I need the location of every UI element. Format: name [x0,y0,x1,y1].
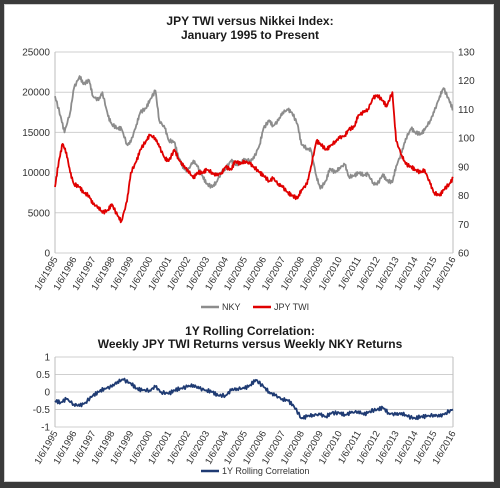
bottom-chart-left-axis: 1 0.5 0 -0.5 -1 [33,353,51,434]
y-right-tick-label: 80 [458,191,470,202]
top-chart-grid [54,51,454,254]
series-line-1y-rolling-correlation [54,377,454,421]
y-tick-label: 5000 [28,208,51,219]
y-right-tick-label: 70 [458,220,470,231]
y-right-tick-label: 90 [458,162,470,173]
bottom-chart-legend: 1Y Rolling Correlation [201,466,309,476]
chart-frame: JPY TWI versus Nikkei Index: January 199… [4,4,494,482]
y-right-tick-label: 60 [458,249,470,260]
top-chart-right-axis: 60 70 80 90 100 110 120 130 [458,48,475,260]
top-chart-subtitle: January 1995 to Present [181,28,319,42]
y-right-tick-label: 110 [458,105,474,116]
y-tick-label: 25000 [22,48,50,59]
legend-jpy-label: JPY TWI [274,302,309,312]
legend-correlation-label: 1Y Rolling Correlation [222,466,309,476]
y-tick-label: 15000 [22,128,50,139]
y-tick-label: 1 [44,353,50,364]
top-chart-left-axis: 0 5000 10000 15000 20000 25000 [22,48,50,260]
charts-canvas: JPY TWI versus Nikkei Index: January 199… [22,14,475,476]
y-right-tick-label: 130 [458,48,475,59]
bottom-chart-x-axis: 1/6/19951/6/19961/6/19971/6/19981/6/1999… [33,429,459,467]
y-tick-label: 0.5 [36,370,50,381]
bottom-chart-subtitle: Weekly JPY TWI Returns versus Weekly NKY… [98,337,403,351]
y-tick-label: -1 [41,423,50,434]
y-tick-label: 10000 [22,168,50,179]
bottom-chart-grid [54,356,454,428]
top-chart-legend: NKY JPY TWI [201,302,309,312]
top-chart-x-axis: 1/6/19951/6/19961/6/19971/6/19981/6/1999… [33,255,459,293]
y-tick-label: -0.5 [33,405,51,416]
y-right-tick-label: 120 [458,76,475,87]
series-line-nky [54,75,454,190]
legend-nky-label: NKY [222,302,241,312]
bottom-chart-title: 1Y Rolling Correlation: [185,324,315,338]
y-tick-label: 0 [44,249,50,260]
series-line-jpy-twi [54,91,454,224]
y-right-tick-label: 100 [458,134,475,145]
top-chart-series [54,75,454,224]
top-chart-title: JPY TWI versus Nikkei Index: [166,14,333,28]
y-tick-label: 0 [44,388,50,399]
bottom-chart-series [54,377,454,421]
y-tick-label: 20000 [22,88,50,99]
